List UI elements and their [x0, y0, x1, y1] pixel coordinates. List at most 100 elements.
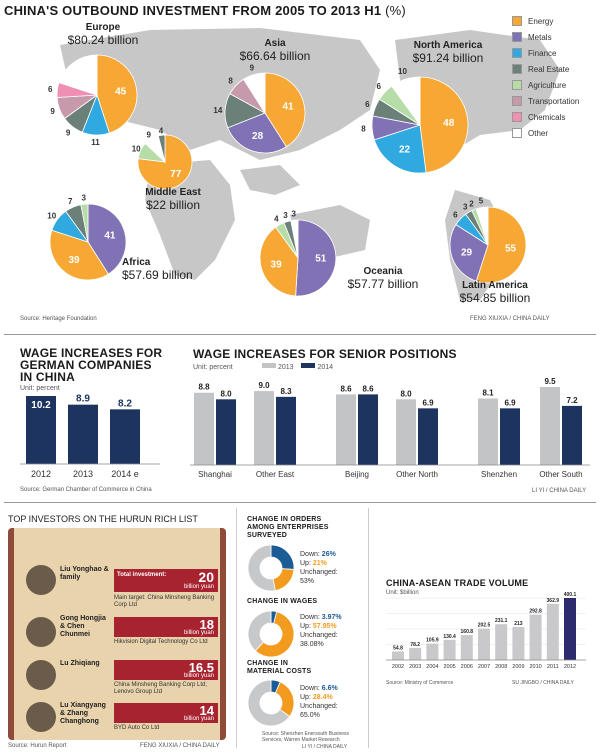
bar — [478, 628, 490, 660]
legend-swatch — [512, 128, 522, 138]
legend-swatch-2014 — [301, 363, 316, 368]
up-value: 21% — [312, 560, 327, 567]
donut-segment-unchanged — [247, 679, 291, 727]
pie-slice-other — [475, 206, 489, 246]
donut-values: Down: 26% Up: 21% Unchanged: 53% — [300, 550, 338, 586]
bar-category-label: 2014 e — [111, 469, 139, 479]
bar-value-label: 362.9 — [547, 598, 560, 604]
pie-slice-label: 6 — [376, 82, 381, 91]
pie-slice-label: 39 — [271, 259, 283, 270]
pie-slice-agriculture — [80, 203, 89, 243]
donut-title-line: AMONG ENTERPRISES — [247, 524, 329, 531]
bar-value-label: 78.2 — [410, 642, 420, 648]
investor-photo — [26, 617, 56, 647]
legend-swatch — [512, 64, 522, 74]
pie-slice-label: 22 — [399, 144, 411, 155]
senior-wage-chart: 8.8 8.0 Shanghai 9.0 8.3 Other East 8.6 8.6 Beij… — [190, 377, 590, 479]
bar-2014 — [358, 394, 378, 465]
senior-unit: Unit: percent — [193, 364, 233, 371]
pie-slice-metals — [227, 112, 287, 154]
bar-value-label: 231.1 — [495, 618, 508, 624]
pie-slice-label: 45 — [115, 86, 127, 97]
map-legend: Energy Metals Finance Real Estate Agricu… — [512, 16, 598, 146]
legend-swatch — [512, 48, 522, 58]
down-label: Down: — [300, 685, 320, 692]
investor-amount: 20 — [198, 569, 214, 585]
pie-slice-label: 77 — [170, 169, 182, 180]
pie-slice-energy — [96, 54, 138, 134]
donut-unchanged-row: Unchanged: — [300, 568, 338, 577]
investor-amount-box: 16.5 billion yuan — [114, 660, 218, 680]
divider — [4, 334, 596, 335]
region-label-africa: Africa $57.69 billion — [122, 257, 222, 282]
bar-2013 — [540, 387, 560, 465]
investor-target: Main target: China Minsheng Banking Corp… — [114, 595, 215, 608]
investor-name: Gong Hongjia & Chen Chunmei — [60, 615, 106, 638]
bar-value-label: 10.2 — [31, 400, 51, 411]
pie-slice-other — [58, 54, 98, 96]
investor-photo — [26, 702, 56, 732]
pie-slice-energy — [419, 76, 469, 174]
investor-photo — [26, 660, 56, 690]
donut-segment-up — [272, 568, 295, 592]
legend-swatch — [512, 32, 522, 42]
asean-credit: SU JINGBO / CHINA DAILY — [512, 680, 574, 686]
pie-slice-label: 9 — [50, 107, 55, 116]
donut-title-line: CHANGE IN — [247, 660, 289, 667]
pie-slice-finance — [373, 124, 427, 174]
region-name: Europe — [85, 22, 121, 33]
bar-category-label: 2005 — [443, 664, 455, 670]
german-title-line: IN CHINA — [20, 370, 75, 384]
down-value: 6.6% — [321, 685, 338, 692]
up-label: Up: — [300, 560, 311, 567]
bar-value-label: 213 — [514, 621, 523, 627]
investor-total-label: Total investment: — [117, 572, 167, 578]
pie-slice-label: 41 — [282, 101, 294, 112]
donut-segment-up — [254, 611, 295, 658]
bar — [512, 626, 525, 660]
legend-swatch — [512, 96, 522, 106]
bar-category-label: Shenzhen — [481, 470, 517, 479]
unchanged-value: 65.0% — [300, 712, 320, 719]
region-name: North America — [413, 40, 483, 51]
pie-slice-label: 4 — [159, 126, 164, 135]
pie-slice-label: 2 — [469, 199, 474, 208]
donut-values: Down: 6.6% Up: 28.4% Unchanged: 65.0% — [300, 684, 338, 720]
investor-amount: 16.5 — [188, 660, 214, 675]
bar — [110, 409, 140, 464]
unchanged-label: Unchanged: — [300, 569, 338, 576]
pie-slice-label: 6 — [453, 210, 458, 219]
bar-value-label: 8.1 — [482, 388, 494, 397]
donut-materials — [247, 679, 295, 727]
region-amount: $80.24 billion — [67, 33, 139, 47]
hurun-title: TOP INVESTORS ON THE HURUN RICH LIST — [8, 514, 198, 524]
pie-slice-other — [243, 72, 266, 115]
pie-slice-other — [290, 219, 299, 259]
legend-swatch — [512, 80, 522, 90]
region-name: Oceania — [363, 266, 403, 277]
bar-2014 — [418, 408, 438, 465]
up-value: 28.4% — [312, 694, 333, 701]
legend-swatch — [512, 16, 522, 26]
down-value: 26% — [321, 551, 336, 558]
german-source: Source: German Chamber of Commerce in Ch… — [20, 487, 152, 493]
donut-segment-down — [270, 544, 295, 570]
region-label-asia: Asia $66.64 billion — [220, 38, 330, 63]
region-amount: $91.24 billion — [412, 51, 484, 65]
donut-up-row: Up: 28.4% — [300, 693, 338, 702]
donut-title-line: CHANGE IN ORDERS — [247, 516, 322, 523]
bar-2014 — [216, 399, 236, 465]
bar-value-label: 8.3 — [280, 387, 292, 396]
donut-orders — [247, 544, 295, 592]
donut-up-row: Up: 21% — [300, 559, 338, 568]
pie-slice-label: 11 — [91, 138, 100, 147]
bar-value-label: 8.6 — [362, 384, 374, 393]
investor-target: BYD Auto Co Ltd — [114, 725, 160, 731]
pie-slice-label: 5 — [479, 197, 484, 206]
asean-title: CHINA-ASEAN TRADE VOLUME — [386, 578, 529, 588]
pie-slice-metals — [295, 219, 337, 297]
pie-slice-label: 4 — [274, 215, 279, 224]
bar — [546, 603, 559, 660]
investor-amount: 18 — [199, 617, 214, 632]
bar-value-label: 7.2 — [566, 396, 578, 405]
